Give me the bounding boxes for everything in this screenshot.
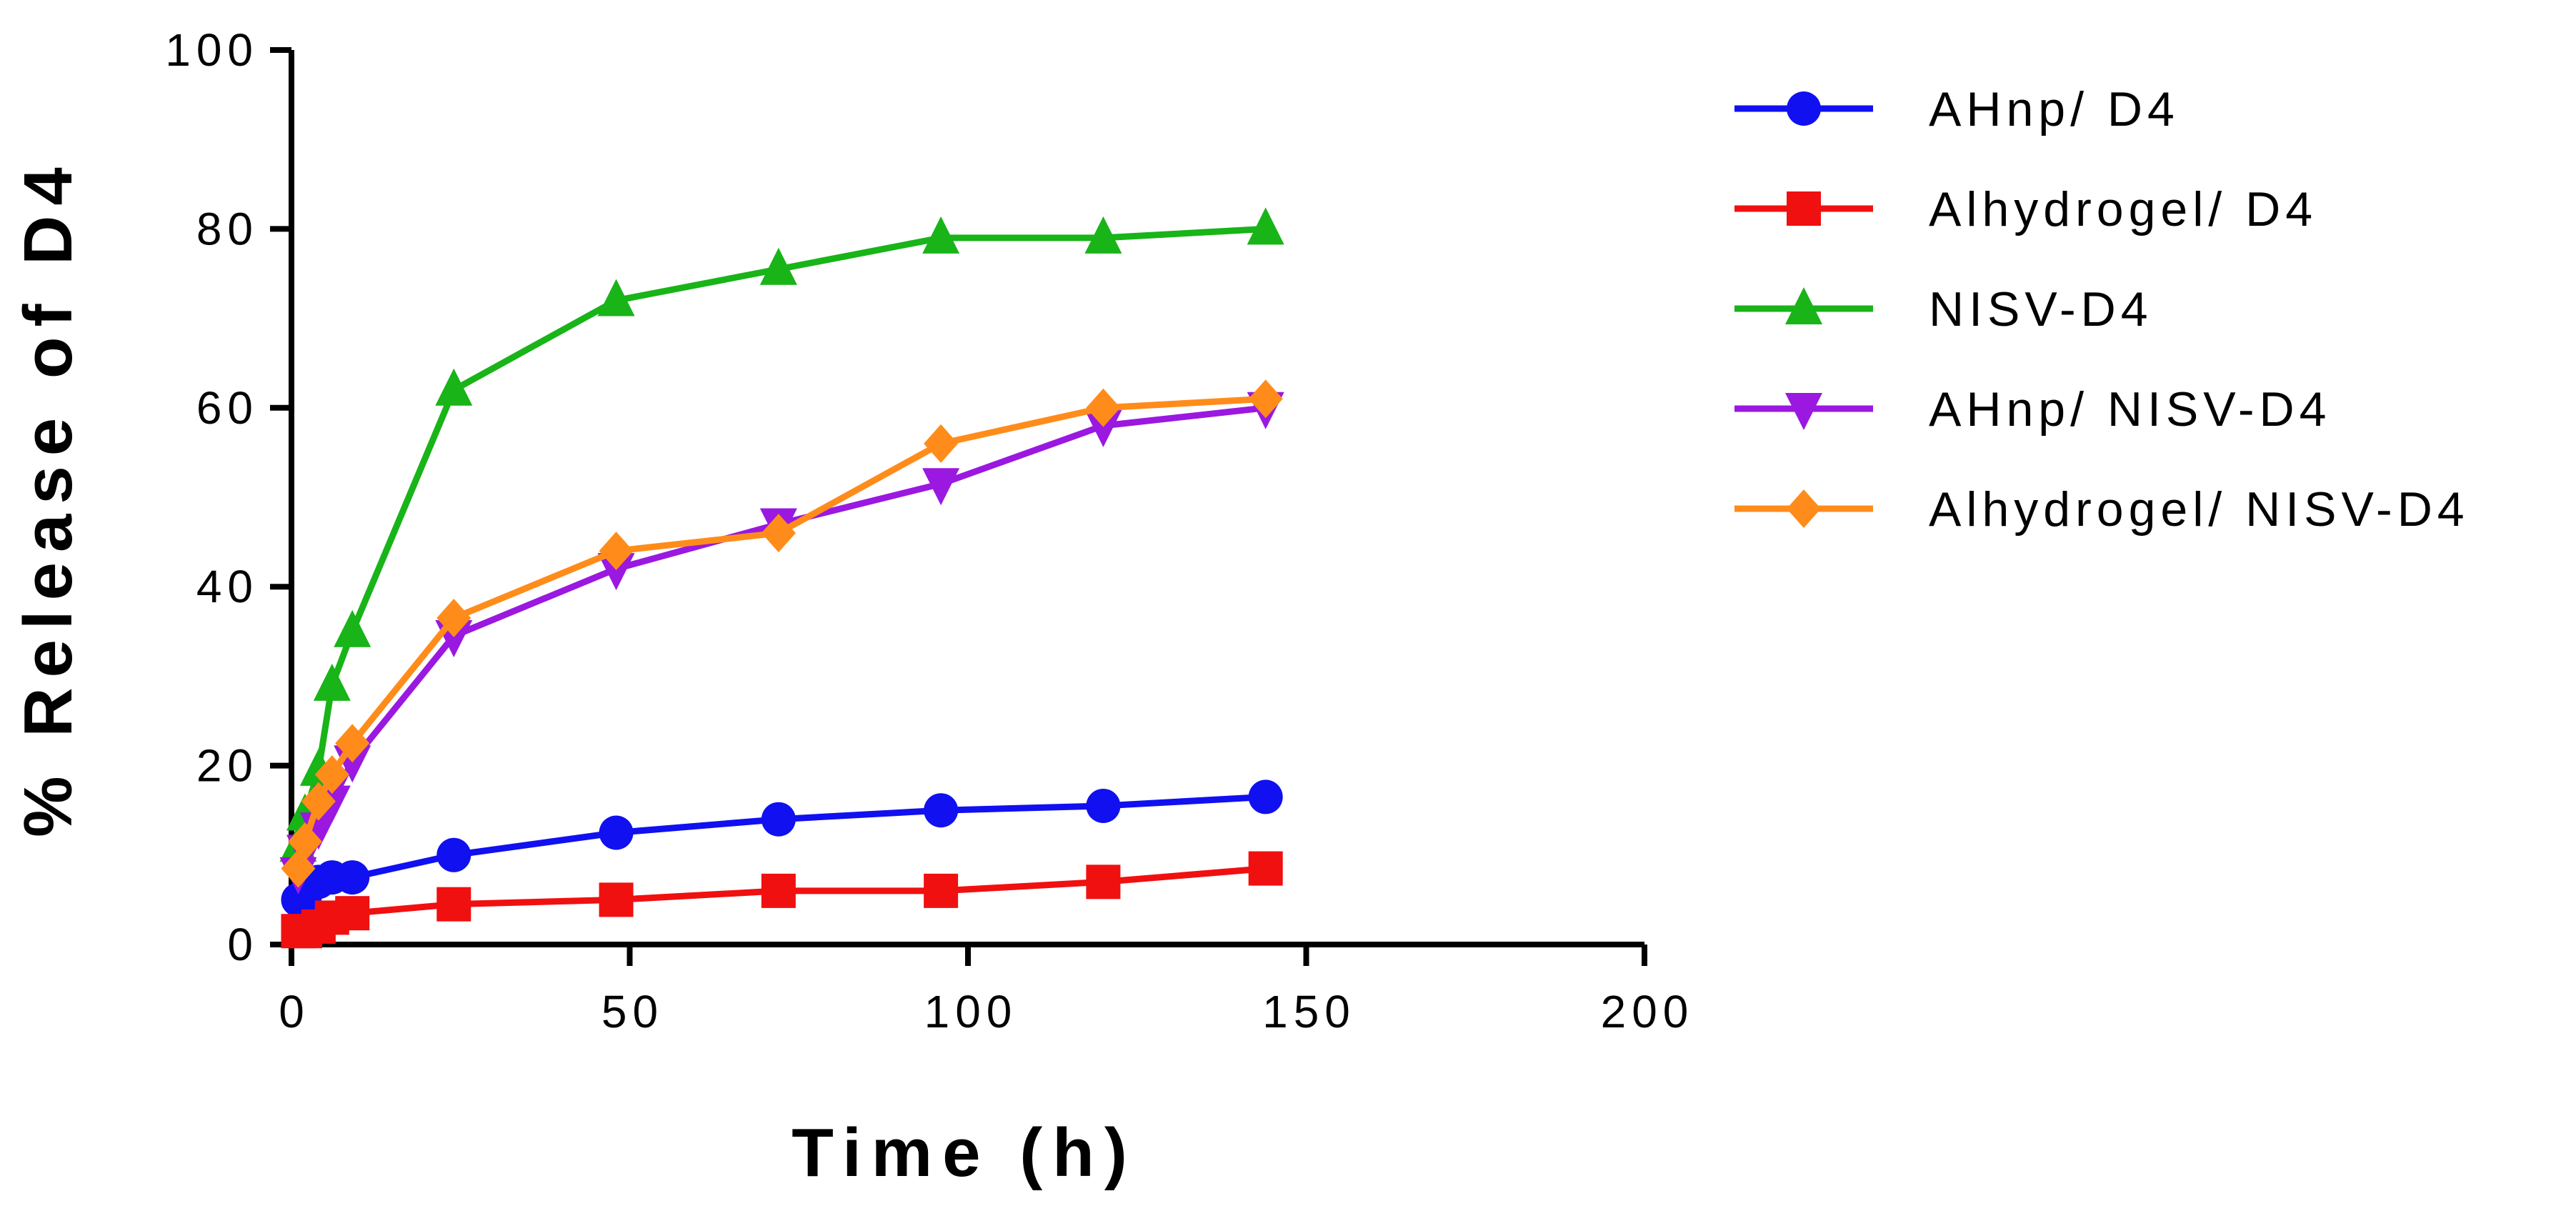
x-tick-label: 100: [924, 986, 1018, 1037]
legend-label: Alhydrogel/ D4: [1929, 182, 2317, 236]
data-point: [1785, 287, 1822, 324]
data-point: [761, 514, 796, 553]
data-point: [924, 873, 959, 908]
data-point: [597, 553, 635, 591]
data-point: [436, 887, 471, 922]
data-point: [761, 873, 796, 908]
data-point: [1086, 788, 1121, 823]
data-point: [335, 724, 370, 763]
data-point: [924, 424, 959, 463]
legend-item: Alhydrogel/ D4: [1734, 182, 2317, 236]
legend-item: AHnp/ D4: [1734, 82, 2180, 136]
x-axis-title: Time (h): [792, 1115, 1137, 1191]
series-layer: [279, 207, 1284, 949]
series-4: [281, 379, 1283, 888]
series-1: [281, 851, 1283, 949]
data-point: [1247, 207, 1284, 245]
data-point: [1787, 489, 1821, 528]
data-point: [599, 532, 634, 571]
y-tick-label: 100: [165, 24, 259, 76]
data-point: [597, 279, 635, 317]
legend-label: Alhydrogel/ NISV-D4: [1929, 482, 2470, 537]
y-tick-label: 0: [227, 919, 259, 970]
y-tick-label: 60: [196, 382, 259, 434]
data-point: [924, 793, 959, 828]
data-point: [435, 368, 473, 406]
data-point: [1086, 864, 1121, 899]
data-point: [1248, 779, 1283, 814]
data-point: [1248, 851, 1283, 886]
x-tick-label: 50: [601, 986, 664, 1037]
data-point: [1084, 409, 1122, 447]
legend-label: AHnp/ D4: [1929, 82, 2180, 136]
legend-item: AHnp/ NISV-D4: [1734, 382, 2331, 437]
series-0: [281, 779, 1283, 917]
data-point: [1086, 388, 1121, 427]
data-point: [436, 837, 471, 872]
legend-item: NISV-D4: [1734, 282, 2153, 337]
data-point: [922, 468, 960, 506]
data-point: [334, 609, 371, 647]
data-point: [1248, 379, 1283, 419]
data-point: [313, 663, 351, 701]
data-point: [599, 882, 634, 917]
y-axis-title: % Release of D4: [10, 157, 86, 837]
data-point: [335, 896, 370, 931]
data-point: [922, 216, 960, 254]
data-point: [335, 860, 370, 895]
legend: AHnp/ D4 Alhydrogel/ D4 NISV-D4 AHnp/ NISV-…: [1734, 82, 2470, 537]
x-tick-label: 200: [1601, 986, 1694, 1037]
data-point: [1787, 191, 1821, 226]
data-point: [436, 599, 471, 638]
data-point: [761, 802, 796, 837]
data-point: [287, 822, 322, 862]
y-tick-label: 80: [196, 203, 259, 254]
series-2: [279, 207, 1284, 862]
legend-label: AHnp/ NISV-D4: [1929, 382, 2331, 437]
data-point: [1785, 393, 1822, 430]
data-point: [599, 815, 634, 850]
legend-label: NISV-D4: [1929, 282, 2153, 337]
x-tick-label: 0: [279, 986, 310, 1037]
data-point: [759, 247, 797, 285]
series-line: [295, 395, 1266, 869]
y-tick-label: 20: [196, 740, 259, 792]
y-ticks: 0 20 40 60 80 100: [165, 24, 291, 970]
x-ticks: 0 50 100 150 200: [279, 945, 1694, 1037]
data-point: [301, 782, 336, 821]
y-tick-label: 40: [196, 561, 259, 612]
data-point: [1084, 216, 1122, 254]
legend-item: Alhydrogel/ NISV-D4: [1734, 482, 2470, 537]
x-tick-label: 150: [1262, 986, 1356, 1037]
data-point: [1787, 91, 1821, 126]
data-point: [314, 755, 349, 794]
